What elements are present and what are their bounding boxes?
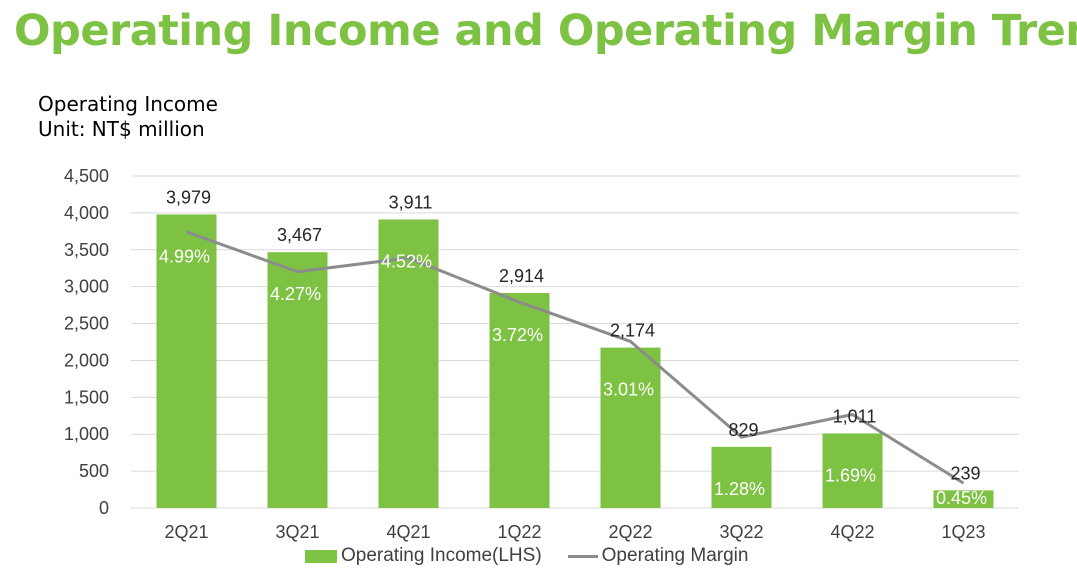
legend-margin-label: Operating Margin — [601, 545, 749, 566]
x-tick-label: 3Q22 — [719, 522, 763, 542]
margin-value-label: 4.99% — [159, 246, 210, 266]
legend-line-swatch — [567, 554, 598, 558]
line-series — [185, 230, 965, 485]
bar-value-label: 3,911 — [389, 192, 433, 212]
x-tick-label: 2Q22 — [608, 522, 652, 542]
x-tick-label: 2Q21 — [164, 522, 208, 542]
bar — [600, 347, 661, 508]
legend-bar-swatch — [305, 549, 337, 563]
bar-value-label: 2,914 — [499, 266, 544, 286]
y-tick-label: 1,500 — [64, 387, 109, 407]
y-tick-label: 2,000 — [64, 350, 109, 370]
bar-value-label: 3,979 — [166, 187, 211, 207]
y-tick-label: 3,000 — [64, 277, 109, 297]
bar — [267, 252, 328, 508]
y-tick-label: 0 — [99, 498, 109, 518]
bar — [378, 219, 439, 508]
margin-labels: 4.99% 4.27% 4.52% 3.72% 3.01% 1.28% 1.69% 0.45% — [159, 246, 987, 508]
margin-value-label: 4.52% — [381, 251, 432, 271]
gridlines — [131, 175, 1019, 509]
bar-value-label: 239 — [950, 463, 980, 483]
legend-income-label: Operating Income(LHS) — [341, 545, 542, 566]
margin-value-label: 3.72% — [492, 325, 543, 345]
bar-value-label: 2,174 — [610, 321, 655, 341]
margin-value-label: 0.45% — [936, 488, 987, 508]
bar — [156, 214, 217, 508]
x-tick-label: 1Q23 — [941, 522, 985, 542]
y-tick-label: 1,000 — [64, 424, 109, 444]
x-axis-ticks: 2Q21 3Q21 4Q21 1Q22 2Q22 3Q22 4Q22 1Q23 — [164, 522, 985, 542]
bar-value-labels: 3,979 3,467 3,911 2,914 2,174 829 1,011 239 — [166, 187, 981, 483]
y-tick-label: 4,500 — [64, 166, 109, 186]
bar-value-label: 3,467 — [277, 225, 322, 245]
y-axis-ticks: 0 500 1,000 1,500 2,000 2,500 3,000 3,500 4,000 4… — [64, 166, 109, 518]
bar — [711, 446, 772, 508]
subtitle-unit: Unit: NT$ million — [38, 117, 205, 141]
y-tick-label: 2,500 — [64, 314, 109, 334]
x-tick-label: 1Q22 — [497, 522, 541, 542]
y-tick-label: 500 — [79, 461, 109, 481]
page-title: Operating Income and Operating Margin Tr… — [14, 6, 1077, 56]
chart-legend: Operating Income(LHS) Operating Margin — [305, 545, 748, 567]
x-tick-label: 4Q21 — [386, 522, 430, 542]
bar-value-label: 1,011 — [833, 406, 877, 426]
x-tick-label: 4Q22 — [830, 522, 874, 542]
margin-value-label: 1.69% — [825, 465, 876, 485]
margin-value-label: 4.27% — [270, 284, 321, 304]
bar — [933, 490, 994, 508]
y-tick-label: 3,500 — [64, 240, 109, 260]
margin-value-label: 3.01% — [603, 380, 654, 400]
y-tick-label: 4,000 — [64, 203, 109, 223]
bar — [822, 433, 883, 508]
bar — [489, 293, 550, 508]
bar-series — [156, 214, 994, 508]
margin-line — [185, 230, 965, 485]
bar-value-label: 829 — [728, 420, 758, 440]
margin-value-label: 1.28% — [714, 479, 765, 499]
x-tick-label: 3Q21 — [275, 522, 319, 542]
chart-subtitle: Operating Income Unit: NT$ million — [38, 92, 218, 142]
subtitle-metric: Operating Income — [38, 92, 218, 116]
